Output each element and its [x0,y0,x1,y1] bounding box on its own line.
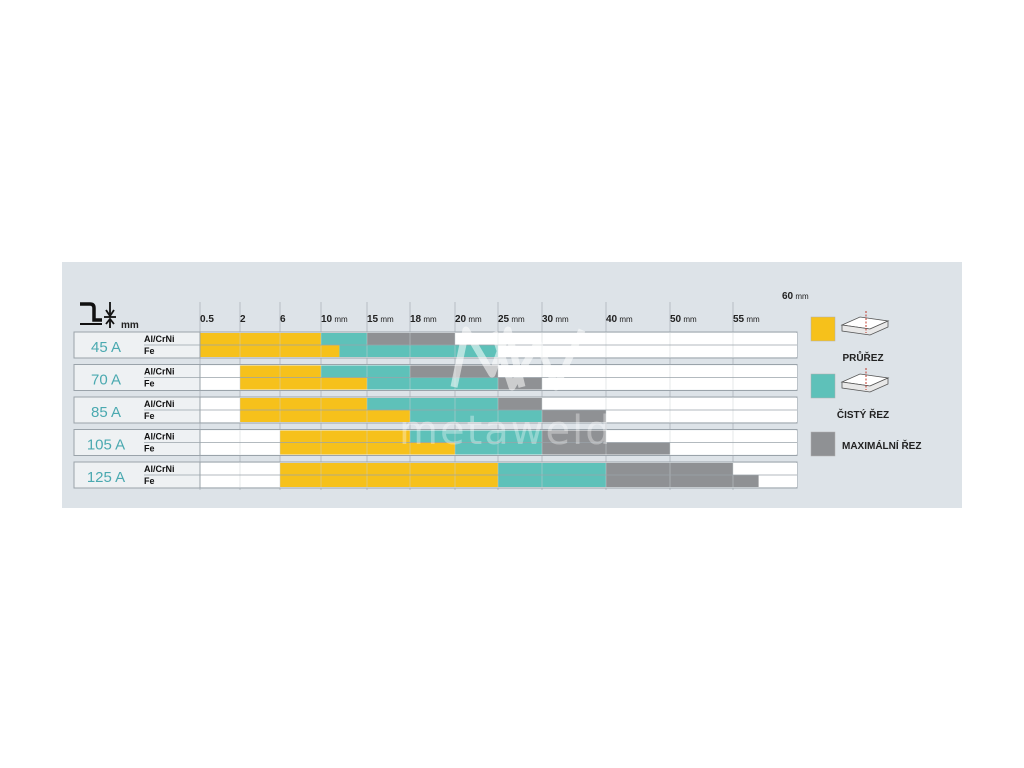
plate-pierce-icon [840,311,890,336]
legend-swatch [810,373,836,399]
bar-segment-pierce [200,345,340,357]
x-tick-label: 18 mm [410,314,437,325]
bar-segment-pierce [240,377,367,390]
current-label: 70 A [91,372,121,389]
bar-segment-clean-cut [455,442,542,455]
bar-segment-pierce [240,410,410,422]
current-label: 105 A [87,437,125,454]
bar-segment-pierce [240,398,367,410]
legend-label: ČISTÝ ŘEZ [837,408,889,421]
bar-segment-clean-cut [367,398,498,410]
material-label: Al/CrNi [144,399,175,409]
material-label: Fe [144,379,155,389]
bar-segment-pierce [280,475,498,487]
x-tick-label: 60 mm [782,291,809,302]
legend-swatch [810,431,836,457]
bar-segment-pierce [280,442,455,455]
bar-segment-clean-cut [410,410,542,422]
bar-segment-pierce [240,365,321,378]
cutting-capacity-chart: mm 0.5 2 6 10 mm 15 mm 18 mm 20 mm 25 mm 30 mm 40… [73,291,921,490]
x-tick-label: 15 mm [367,314,394,325]
bar-segment-clean-cut [498,463,606,475]
material-label: Fe [144,476,155,486]
x-tick-label: 40 mm [606,314,633,325]
x-tick-label: 2 [240,314,246,325]
plate-cut-icon [840,368,890,393]
bar-segment-max-cut [606,463,733,475]
bar-segment-clean-cut [410,430,542,443]
bar-segment-clean-cut [498,475,606,487]
bar-segment-max-cut [367,333,455,345]
watermark-text: metaweld [399,408,613,454]
bar-segment-clean-cut [321,333,367,345]
bar-segment-clean-cut [367,377,498,390]
x-tick-label: 50 mm [670,314,697,325]
material-label: Al/CrNi [144,367,175,377]
x-tick-label: 25 mm [498,314,525,325]
current-label: 45 A [91,339,121,356]
x-tick-label: 20 mm [455,314,482,325]
current-label: 85 A [91,404,121,421]
legend-label: PRŮŘEZ [842,350,883,364]
bar-segment-max-cut [498,398,542,410]
x-tick-label: 6 [280,314,286,325]
bar-segment-max-cut [542,430,606,443]
material-label: Al/CrNi [144,464,175,474]
thickness-icon [80,302,116,328]
chart-panel: mm 0.5 2 6 10 mm 15 mm 18 mm 20 mm 25 mm 30 mm 40… [62,262,962,508]
x-tick-label: 10 mm [321,314,348,325]
bar-segment-pierce [280,463,498,475]
material-label: Fe [144,346,155,356]
legend-label: MAXIMÁLNÍ ŘEZ [842,439,921,452]
watermark-logo: metaweld [399,326,613,454]
bar-segment-clean-cut [321,365,410,378]
material-label: Al/CrNi [144,432,175,442]
bar-segment-max-cut [542,410,606,422]
bar-segment-max-cut [606,475,759,487]
material-label: Fe [144,411,155,421]
x-tick-label: 30 mm [542,314,569,325]
bar-segment-pierce [280,430,410,443]
bar-segment-pierce [200,333,321,345]
material-label: Al/CrNi [144,334,175,344]
material-label: Fe [144,444,155,454]
legend-swatch [810,316,836,342]
current-label: 125 A [87,469,125,486]
unit-label: mm [121,320,139,331]
x-tick-label: 0.5 [200,314,214,325]
x-tick-label: 55 mm [733,314,760,325]
